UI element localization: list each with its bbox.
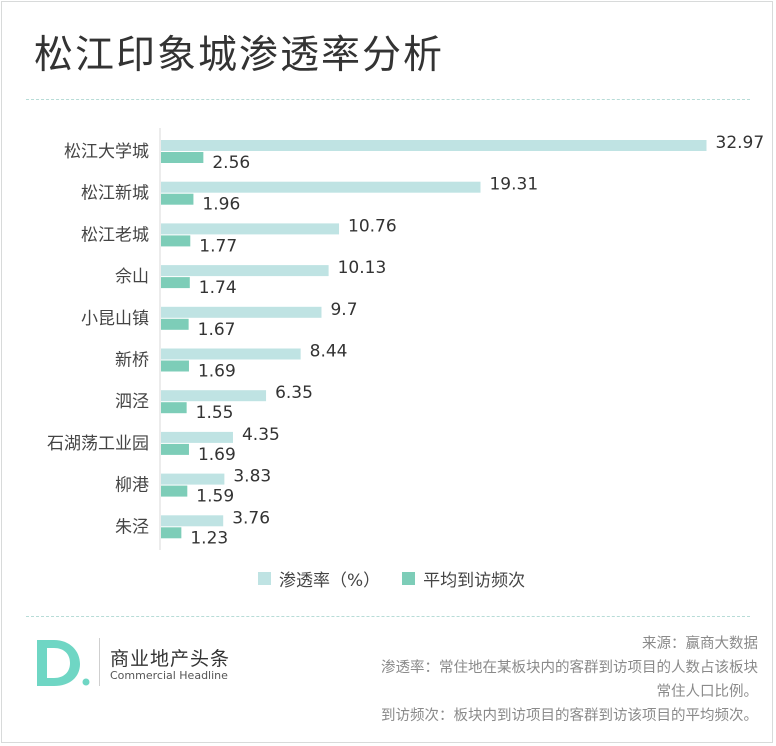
- data-label-penetration: 10.76: [348, 216, 397, 236]
- chart-legend: 渗透率（%） 平均到访频次: [258, 566, 525, 591]
- legend-label-visits: 平均到访频次: [423, 571, 526, 591]
- source-note: 来源：赢商大数据: [642, 636, 758, 652]
- footer-divider: [26, 616, 750, 617]
- bar-visits: [161, 527, 182, 539]
- data-label-penetration: 10.13: [338, 258, 387, 278]
- bar-penetration: [161, 515, 224, 527]
- legend-label-penetration: 渗透率（%）: [279, 571, 381, 591]
- data-label-penetration: 9.7: [330, 300, 357, 320]
- category-label: 松江老城: [81, 225, 149, 245]
- category-label: 松江新城: [81, 184, 149, 204]
- penetration-definition-line-2: 常住人口比例。: [656, 684, 759, 700]
- data-label-visits: 1.96: [202, 195, 240, 215]
- data-label-penetration: 6.35: [275, 383, 313, 403]
- data-label-visits: 1.67: [198, 320, 236, 340]
- legend-item-penetration: 渗透率（%）: [258, 566, 380, 591]
- bar-visits: [161, 485, 188, 497]
- legend-item-visits: 平均到访频次: [402, 566, 525, 591]
- data-label-visits: 1.59: [196, 487, 234, 507]
- bar-penetration: [161, 431, 233, 443]
- data-label-penetration: 32.97: [716, 133, 765, 153]
- category-label: 柳港: [115, 476, 149, 496]
- bar-visits: [161, 443, 189, 455]
- bar-chart: 松江大学城 32.97 2.56 松江新城 19.31 1.96 松江老城 10.76 1.77…: [47, 128, 765, 550]
- data-label-visits: 1.23: [190, 528, 228, 548]
- bar-visits: [161, 152, 204, 163]
- legend-swatch-visits: [402, 572, 416, 585]
- brand-logo-icon: [37, 640, 90, 686]
- data-label-penetration: 8.44: [310, 342, 348, 362]
- category-label: 新桥: [115, 351, 149, 371]
- footnotes: 来源：赢商大数据 渗透率：常住地在某板块内的客群到访项目的人数占该板块 常住人口…: [381, 632, 758, 728]
- bar-penetration: [161, 348, 301, 360]
- brand-name-en: Commercial Headline: [110, 669, 228, 682]
- bar-visits: [161, 235, 191, 247]
- bar-visits: [161, 193, 194, 205]
- data-label-visits: 1.69: [198, 362, 236, 382]
- logo-separator: [99, 638, 100, 686]
- data-label-penetration: 4.35: [242, 425, 280, 445]
- data-label-visits: 2.56: [212, 153, 250, 173]
- bar-penetration: [161, 473, 225, 485]
- category-label: 佘山: [115, 267, 149, 287]
- category-label: 松江大学城: [64, 142, 149, 162]
- bar-penetration: [161, 390, 267, 402]
- category-label: 小昆山镇: [81, 309, 149, 329]
- data-label-penetration: 3.83: [233, 467, 271, 487]
- data-label-penetration: 3.76: [232, 508, 270, 528]
- bar-visits: [161, 360, 189, 372]
- brand-name-cn: 商业地产头条: [110, 648, 231, 670]
- data-label-visits: 1.77: [199, 236, 237, 256]
- category-label: 朱泾: [115, 517, 149, 537]
- bar-visits: [161, 318, 189, 330]
- data-label-penetration: 19.31: [489, 175, 538, 195]
- page-title: 松江印象城渗透率分析: [34, 33, 445, 78]
- bar-penetration: [161, 223, 340, 235]
- bar-penetration: [161, 265, 329, 277]
- bar-visits: [161, 402, 187, 414]
- category-label: 石湖荡工业园: [47, 434, 149, 454]
- visits-definition: 到访频次：板块内到访项目的客群到访该项目的平均频次。: [381, 708, 758, 724]
- data-label-visits: 1.74: [199, 278, 237, 298]
- category-label: 泗泾: [115, 392, 149, 412]
- bar-penetration: [161, 306, 322, 318]
- legend-swatch-penetration: [258, 572, 271, 585]
- data-label-visits: 1.55: [196, 403, 234, 423]
- penetration-definition-line-1: 渗透率：常住地在某板块内的客群到访项目的人数占该板块: [381, 660, 758, 676]
- bar-penetration: [161, 181, 481, 193]
- title-divider: [26, 99, 750, 100]
- bar-penetration: [161, 140, 707, 151]
- bar-visits: [161, 277, 190, 289]
- data-label-visits: 1.69: [198, 445, 236, 465]
